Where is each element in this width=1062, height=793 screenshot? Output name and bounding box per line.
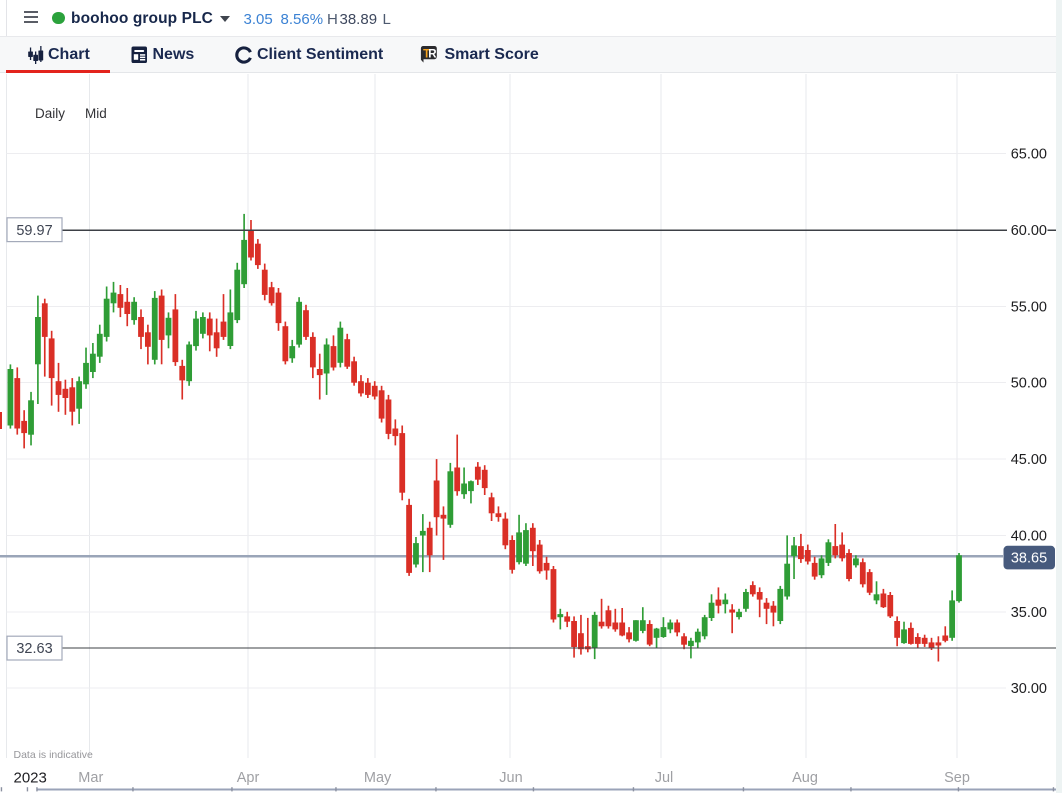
svg-text:Aug: Aug <box>792 770 818 786</box>
svg-text:Sep: Sep <box>944 770 970 786</box>
svg-text:30.00: 30.00 <box>1011 681 1047 697</box>
svg-text:Jul: Jul <box>655 770 674 786</box>
svg-text:32.63: 32.63 <box>16 641 52 657</box>
svg-text:Apr: Apr <box>237 770 260 786</box>
svg-text:35.00: 35.00 <box>1011 605 1047 621</box>
svg-text:45.00: 45.00 <box>1011 452 1047 468</box>
svg-text:55.00: 55.00 <box>1011 299 1047 315</box>
svg-text:59.97: 59.97 <box>16 223 52 239</box>
svg-text:38.65: 38.65 <box>1011 551 1047 567</box>
svg-text:Data is indicative: Data is indicative <box>14 749 94 761</box>
svg-text:Mar: Mar <box>78 770 103 786</box>
svg-text:Daily: Daily <box>35 106 65 121</box>
svg-text:60.00: 60.00 <box>1011 223 1047 239</box>
svg-text:65.00: 65.00 <box>1011 147 1047 163</box>
svg-text:2023: 2023 <box>14 770 47 787</box>
svg-text:R: R <box>428 49 437 61</box>
svg-text:T: T <box>423 49 430 61</box>
svg-text:Jun: Jun <box>499 770 522 786</box>
svg-text:Mid: Mid <box>85 106 107 121</box>
svg-text:50.00: 50.00 <box>1011 376 1047 392</box>
svg-text:May: May <box>364 770 392 786</box>
svg-text:40.00: 40.00 <box>1011 528 1047 544</box>
